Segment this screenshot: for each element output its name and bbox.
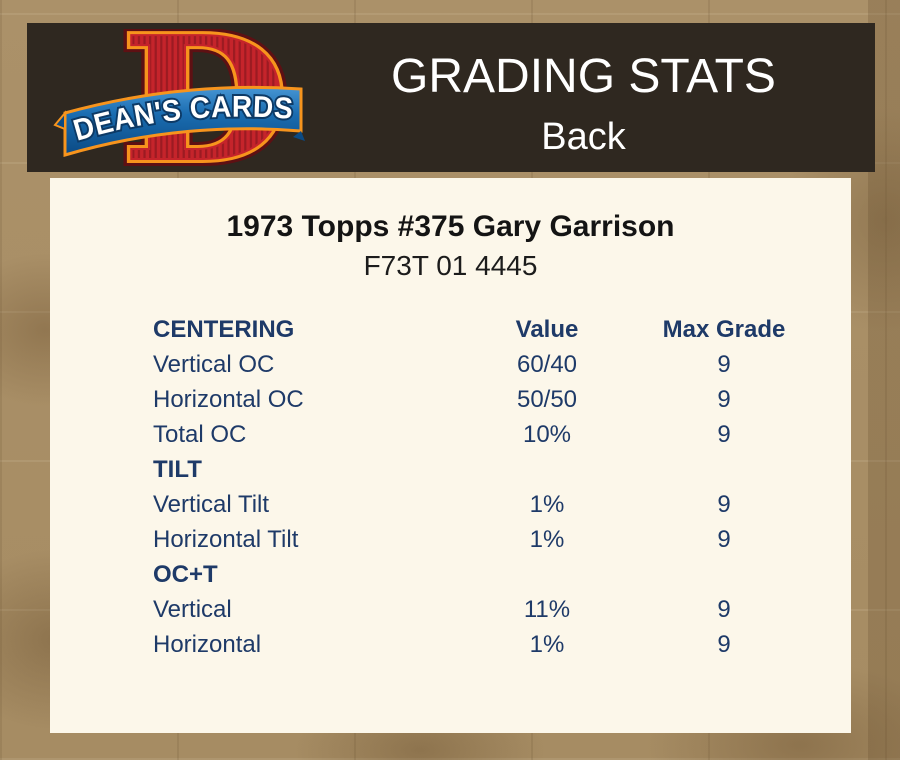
stat-label: Vertical — [153, 595, 232, 623]
header-titles: GRADING STATS Back — [292, 23, 875, 172]
section-header-tilt: TILT — [153, 455, 202, 483]
stat-label: Horizontal OC — [153, 385, 304, 413]
card-title: 1973 Topps #375 Gary Garrison — [226, 210, 675, 243]
grading-stats-table: CENTERING Value Max Grade Vertical OC 60… — [153, 312, 849, 662]
section-header-oct: OC+T — [153, 560, 218, 588]
stat-value: 60/40 — [516, 350, 578, 378]
stat-value: 50/50 — [516, 385, 578, 413]
stat-value: 1% — [529, 525, 565, 553]
empty-cell — [495, 452, 599, 487]
stat-max-grade: 9 — [717, 630, 731, 658]
stat-label: Horizontal Tilt — [153, 525, 299, 553]
stat-max-grade: 9 — [717, 350, 731, 378]
header-banner: D D D DEAN'S CARDS GRADING STATS Back — [27, 23, 875, 172]
stat-max-grade: 9 — [717, 385, 731, 413]
empty-cell — [599, 557, 849, 592]
deans-cards-logo[interactable]: D D D DEAN'S CARDS — [53, 29, 305, 171]
stat-value: 1% — [529, 630, 565, 658]
section-header-centering: CENTERING — [153, 315, 295, 343]
card-code: F73T 01 4445 — [363, 250, 538, 281]
table-row: Horizontal Tilt 1% 9 — [153, 522, 849, 557]
stats-header-row: CENTERING Value Max Grade — [153, 312, 849, 347]
empty-cell — [599, 452, 849, 487]
section-row: TILT — [153, 452, 849, 487]
stat-value: 11% — [523, 595, 571, 623]
column-header-value: Value — [515, 315, 579, 343]
logo-ribbon-banner: DEAN'S CARDS — [53, 85, 305, 158]
stat-max-grade: 9 — [717, 525, 731, 553]
table-row: Vertical 11% 9 — [153, 592, 849, 627]
empty-cell — [495, 557, 599, 592]
stat-label: Vertical Tilt — [153, 490, 270, 518]
stat-label: Vertical OC — [153, 350, 275, 378]
card-side-label: Back — [541, 116, 626, 158]
stat-value: 1% — [529, 490, 565, 518]
table-row: Total OC 10% 9 — [153, 417, 849, 452]
stat-max-grade: 9 — [717, 595, 731, 623]
table-row: Horizontal 1% 9 — [153, 627, 849, 662]
stat-label: Total OC — [153, 420, 247, 448]
stats-panel: 1973 Topps #375 Gary Garrison F73T 01 44… — [50, 178, 851, 733]
stat-max-grade: 9 — [717, 420, 731, 448]
table-row: Horizontal OC 50/50 9 — [153, 382, 849, 417]
table-row: Vertical Tilt 1% 9 — [153, 487, 849, 522]
section-row: OC+T — [153, 557, 849, 592]
column-header-max-grade: Max Grade — [662, 315, 786, 343]
stat-label: Horizontal — [153, 630, 262, 658]
table-row: Vertical OC 60/40 9 — [153, 347, 849, 382]
stat-value: 10% — [522, 420, 572, 448]
page-title: GRADING STATS — [391, 50, 776, 103]
stat-max-grade: 9 — [717, 490, 731, 518]
